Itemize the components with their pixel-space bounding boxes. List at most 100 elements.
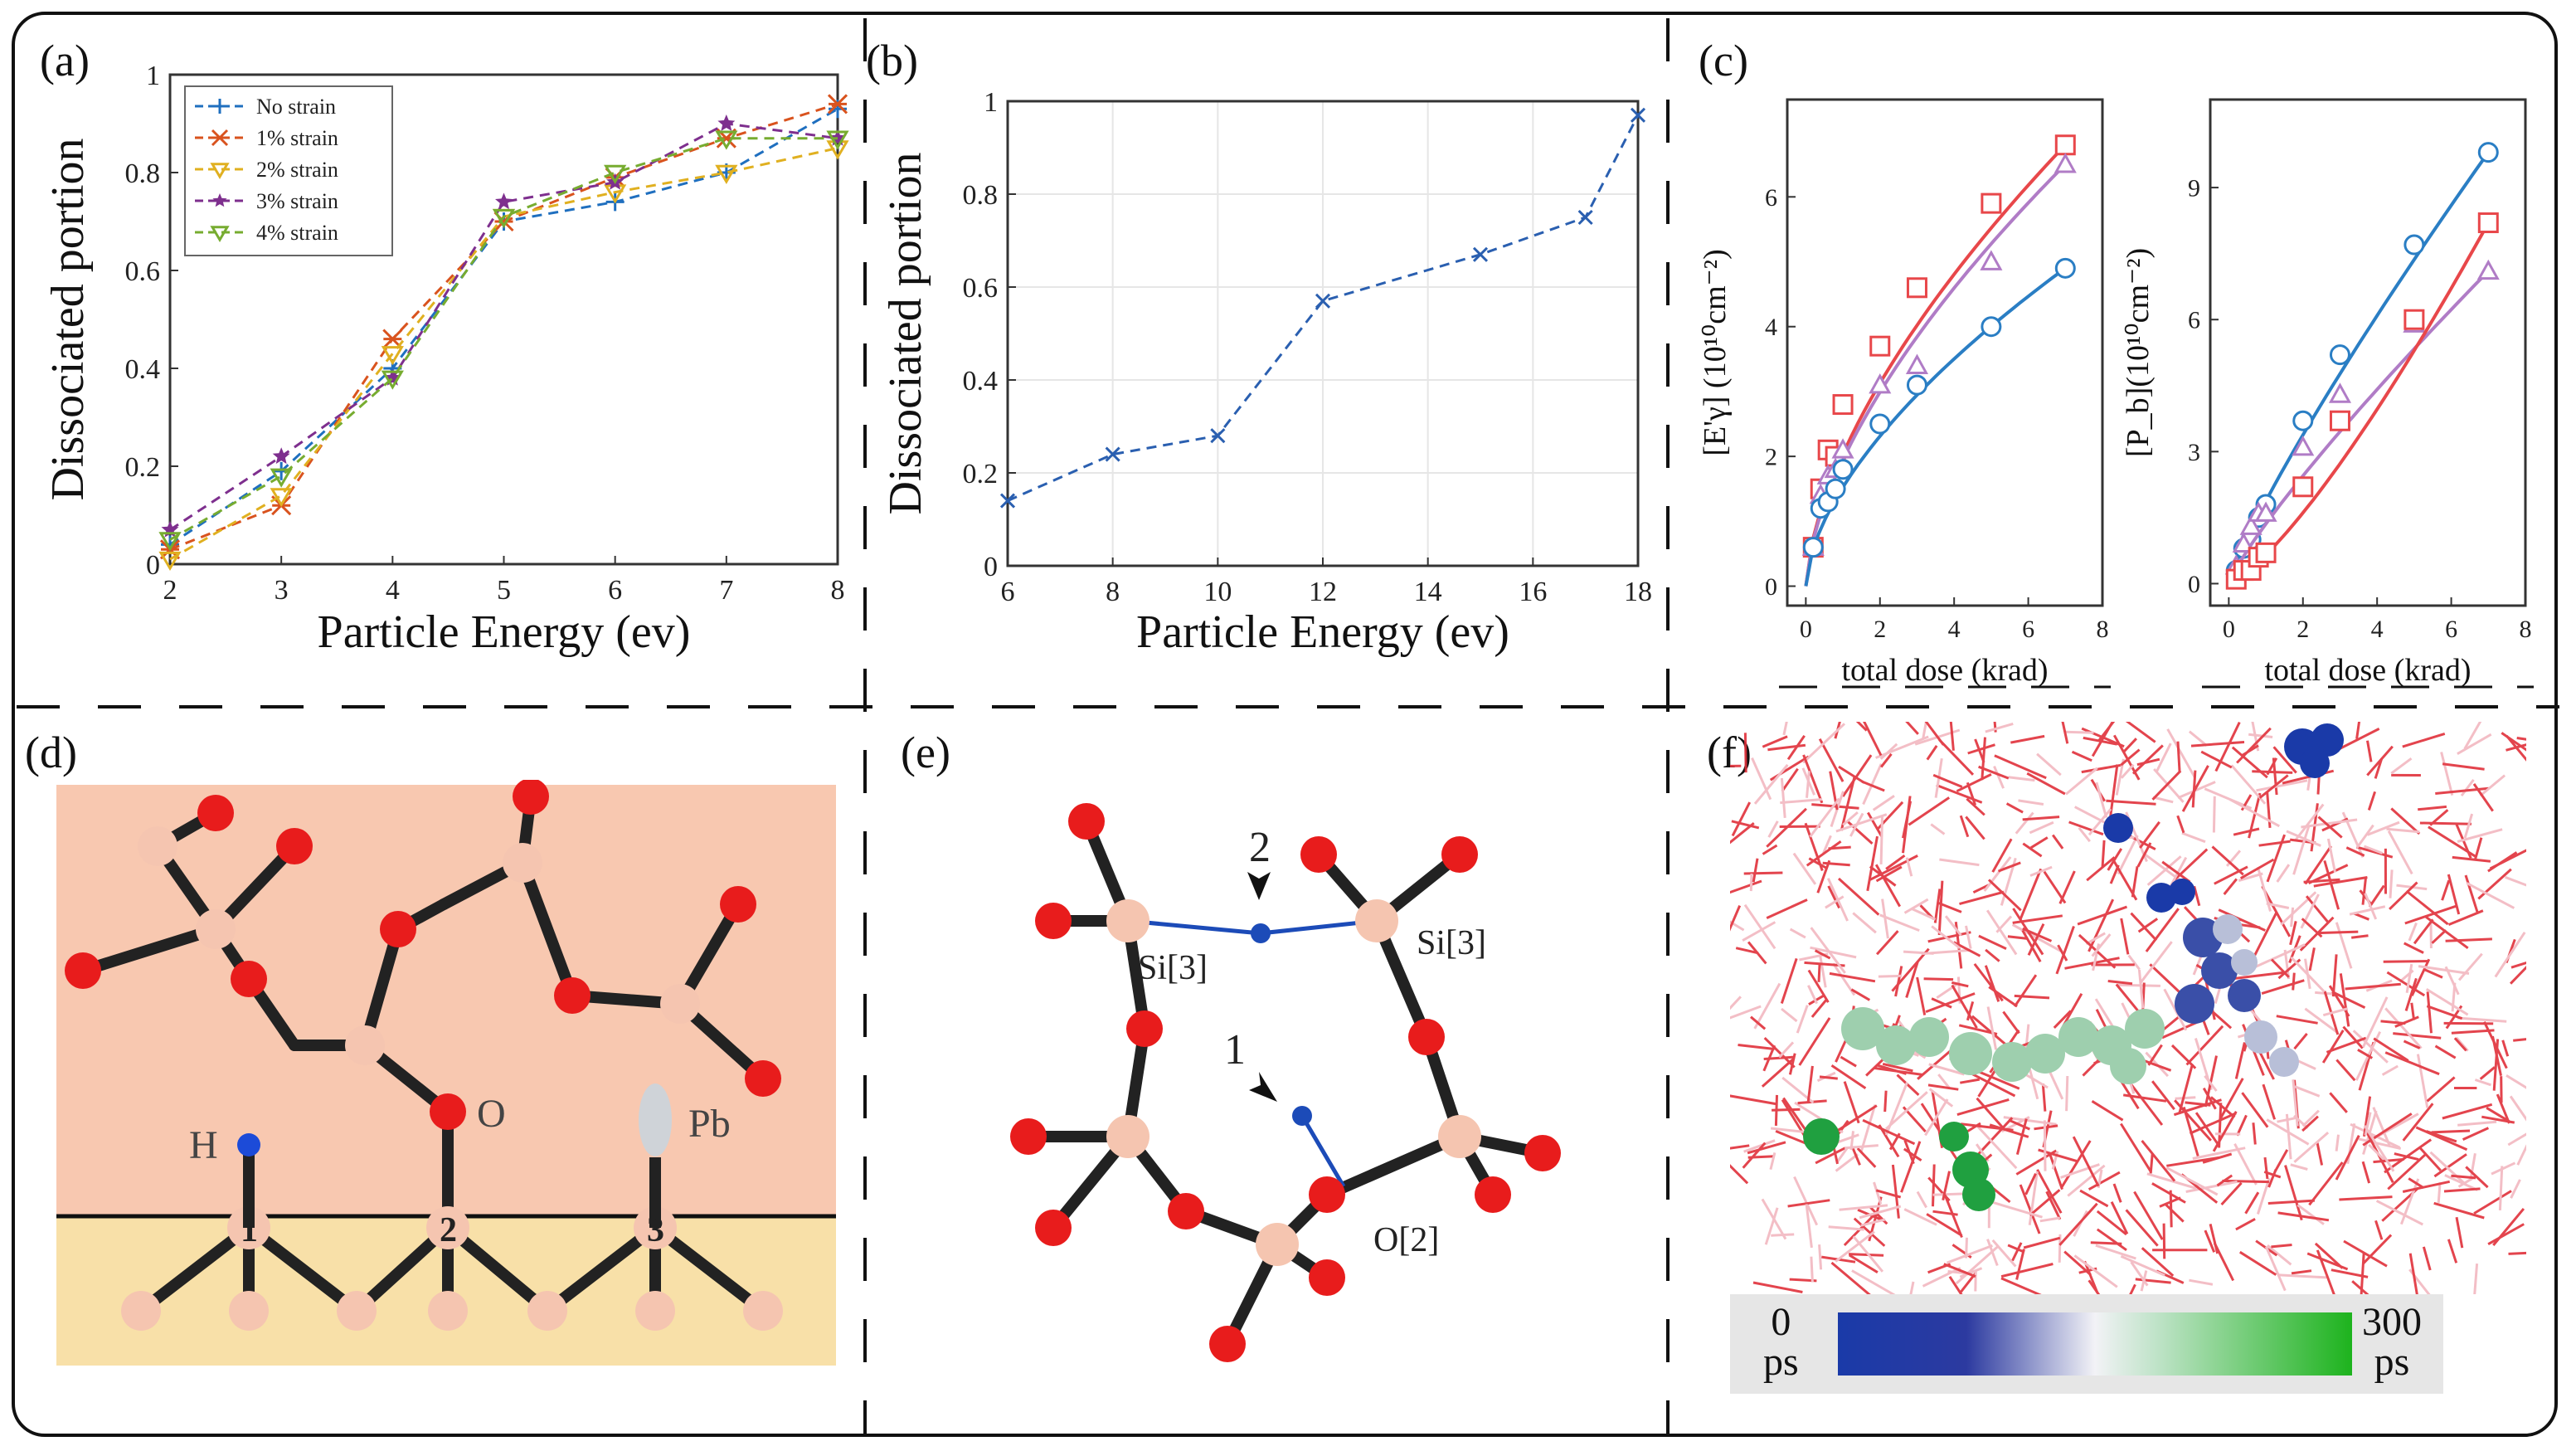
- data-point: [270, 468, 293, 488]
- colorbar-max-unit: ps: [2374, 1340, 2410, 1384]
- data-point: [2477, 142, 2499, 163]
- data-point: [715, 164, 738, 184]
- y-tick-label: 0.2: [963, 459, 999, 489]
- data-point: [1869, 413, 1891, 435]
- x-tick-label: 2: [2297, 616, 2309, 643]
- fit-line: [2228, 222, 2491, 586]
- chart-b: 6 8 10 12 14 16 18 0 0.2 0.4 0.6 0.8 1 Particle Energ…: [880, 87, 1652, 658]
- mid-cluster: [2175, 918, 2261, 1024]
- y-tick-label: 1: [984, 87, 998, 118]
- data-point: [1905, 353, 1929, 374]
- x-tick-label: 6: [2445, 616, 2457, 643]
- final-cluster: [1803, 1118, 1995, 1211]
- data-point: [492, 208, 516, 229]
- data-point: [2477, 212, 2499, 234]
- series-series-1: [2224, 259, 2500, 585]
- label-site-3: 3: [647, 1211, 664, 1249]
- chart-c-right: 0 2 4 6 8 0 3 6 9 total dose (krad) [P_b](10¹⁰cm⁻²…: [2121, 98, 2534, 689]
- y-tick-label: 1: [146, 61, 160, 91]
- x-tick-label: 2: [1874, 616, 1886, 643]
- data-point: [1906, 374, 1927, 396]
- data-point: [1315, 293, 1331, 309]
- data-point: [1980, 250, 2003, 270]
- colorbar-gradient: [1838, 1312, 2352, 1376]
- y-tick-label: 0.8: [963, 180, 999, 211]
- series-series-2: [1802, 257, 2076, 587]
- data-point: [1630, 107, 1646, 123]
- oxygen-atoms: [65, 780, 781, 1130]
- y-tick-label: 4: [1765, 314, 1777, 341]
- label-h: H: [189, 1123, 218, 1167]
- series-4-strain: [158, 130, 849, 552]
- y-tick-label: 0: [1765, 573, 1777, 601]
- legend-marker: [212, 99, 227, 114]
- data-point: [158, 551, 182, 572]
- panel-d-structure: H O Pb 1 2 3: [56, 780, 836, 1366]
- colorbar-min-unit: ps: [1763, 1340, 1799, 1384]
- fit-line: [1804, 266, 2067, 587]
- data-point: [2329, 344, 2350, 366]
- label-pb: Pb: [688, 1102, 731, 1146]
- y-tick-label: 2: [1765, 444, 1777, 471]
- panel-label-c: (c): [1699, 36, 1748, 85]
- y-tick-label: 3: [2188, 439, 2200, 466]
- x-tick-label: 6: [608, 575, 622, 606]
- colorbar-min-value: 0: [1771, 1300, 1791, 1344]
- y-tick-label: 0.6: [125, 256, 161, 287]
- late-cluster: [1841, 1007, 2165, 1084]
- panel-f-snapshot: [1730, 722, 2526, 1294]
- data-point: [1981, 192, 2002, 214]
- x-tick-label: 18: [1624, 577, 1652, 607]
- panel-label-a: (a): [40, 36, 90, 85]
- data-point: [1577, 209, 1593, 226]
- data-point: [2054, 134, 2076, 156]
- series-series-2: [2225, 212, 2499, 590]
- series-line: [169, 137, 838, 541]
- data-point: [2329, 410, 2350, 431]
- ring-oxygen-atoms: [1010, 803, 1561, 1362]
- legend-label: 4% strain: [256, 221, 338, 245]
- y-axis-label: [P_b](10¹⁰cm⁻²): [2121, 248, 2156, 457]
- data-point: [270, 488, 293, 508]
- fit-line: [2227, 270, 2490, 585]
- silicon-atoms: [121, 826, 783, 1331]
- x-tick-label: 8: [2520, 616, 2532, 643]
- y-axis-label: Dissociated portion: [42, 138, 94, 500]
- series-series-0: [2225, 142, 2499, 585]
- chart-c-left: 0 2 4 6 8 0 2 4 6 total dose (krad) [E'γ] (10¹⁰cm⁻…: [1698, 98, 2111, 689]
- x-tick-label: 8: [2097, 616, 2109, 643]
- x-tick-label: 0: [2223, 616, 2235, 643]
- x-tick-label: 14: [1414, 577, 1442, 607]
- data-point: [2239, 514, 2263, 535]
- x-tick-label: 2: [163, 575, 177, 606]
- chart-a: 2 3 4 5 6 7 8 0 0.2 0.4 0.6 0.8 1 Particle Energy (ev…: [42, 61, 849, 658]
- legend: No strain 1% strain 2% strain 3% strain 4% s…: [184, 85, 393, 256]
- legend-label: No strain: [256, 95, 336, 119]
- data-point: [1981, 316, 2002, 338]
- y-tick-label: 0: [984, 552, 998, 582]
- y-tick-label: 0.6: [963, 273, 999, 304]
- fit-line: [1804, 144, 2067, 587]
- x-tick-label: 5: [497, 575, 511, 606]
- label-o: O: [477, 1092, 506, 1136]
- x-axis-label: total dose (krad): [2264, 653, 2471, 688]
- axes-box: [1786, 98, 2104, 607]
- hydrogen-atom: [237, 1133, 260, 1156]
- data-point: [2403, 234, 2425, 256]
- x-axis-label: Particle Energy (ev): [318, 606, 691, 658]
- label-1: 1: [1224, 1026, 1246, 1074]
- data-point: [826, 130, 849, 150]
- panel-label-f: (f): [1707, 728, 1752, 777]
- data-point: [158, 532, 182, 552]
- data-point: [1906, 277, 1927, 299]
- y-axis-label: [E'γ] (10¹⁰cm⁻²): [1698, 249, 1733, 455]
- y-tick-label: 0.4: [963, 366, 999, 397]
- colorbar-max-value: 300: [2362, 1300, 2422, 1344]
- y-tick-label: 0: [2188, 571, 2200, 598]
- colorbar: 0 ps 300 ps: [1730, 1294, 2443, 1394]
- x-tick-label: 3: [275, 575, 289, 606]
- series-series-0: [1802, 134, 2076, 587]
- data-point: [1105, 446, 1120, 462]
- ring-bonds: [1023, 816, 1548, 1350]
